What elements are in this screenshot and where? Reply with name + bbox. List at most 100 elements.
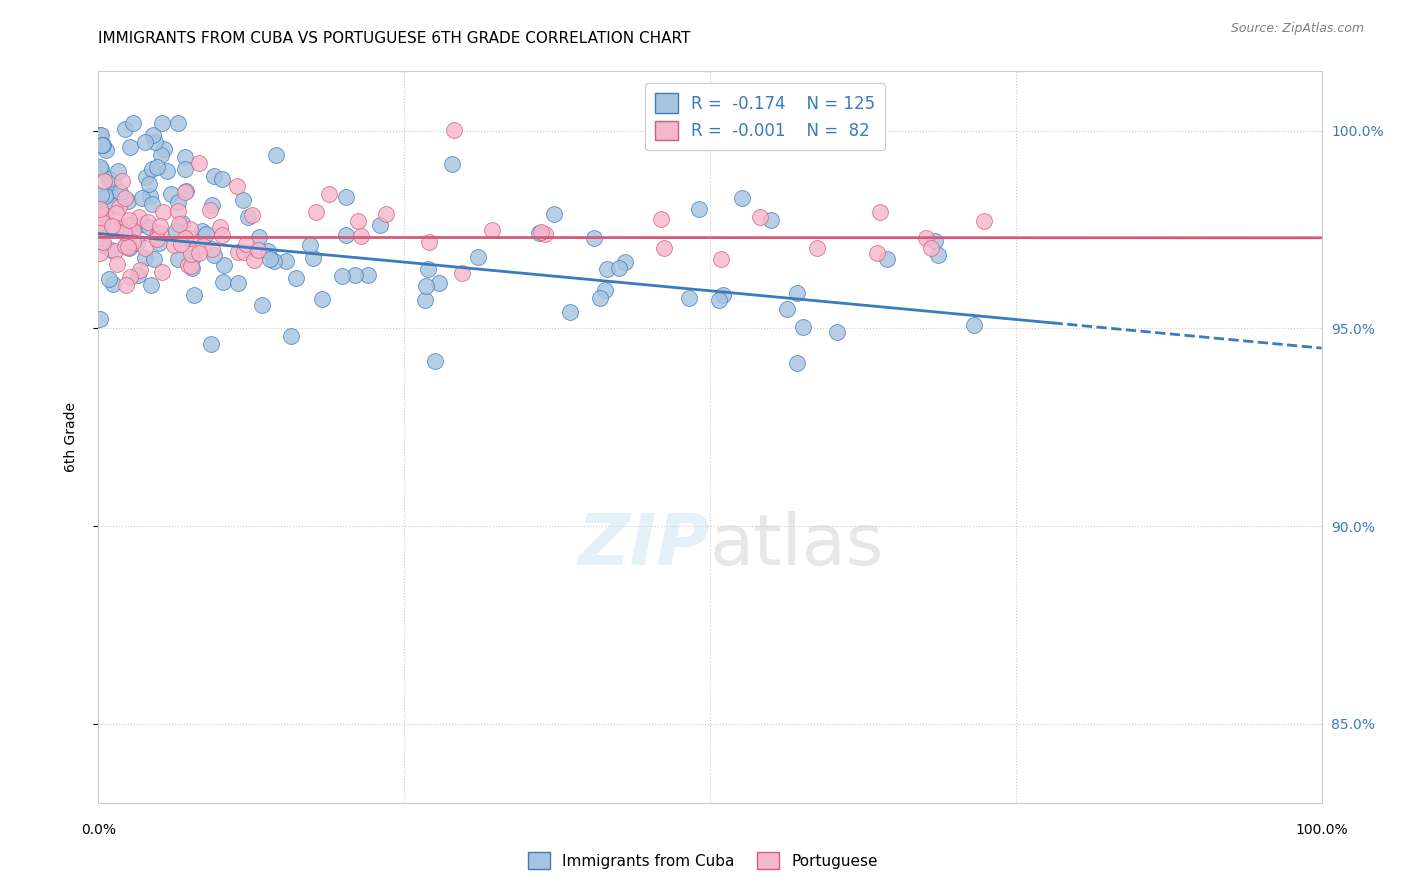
Point xyxy=(101,219,124,234)
Point xyxy=(614,255,637,269)
Point xyxy=(876,252,898,266)
Point xyxy=(176,258,198,272)
Point xyxy=(211,227,233,242)
Point xyxy=(89,161,111,175)
Point xyxy=(200,198,222,212)
Point xyxy=(429,276,451,290)
Point xyxy=(973,214,995,228)
Point xyxy=(869,205,891,219)
Point xyxy=(198,203,221,218)
Point xyxy=(150,148,173,162)
Point xyxy=(141,161,163,176)
Point xyxy=(527,227,550,241)
Point xyxy=(138,220,160,235)
Point xyxy=(357,268,380,282)
Point xyxy=(311,292,333,306)
Point xyxy=(176,184,198,198)
Point xyxy=(609,260,631,275)
Point xyxy=(191,239,214,253)
Point xyxy=(174,161,197,176)
Point xyxy=(100,243,122,257)
Legend: R =  -0.174    N = 125, R =  -0.001    N =  82: R = -0.174 N = 125, R = -0.001 N = 82 xyxy=(645,83,886,150)
Point xyxy=(467,250,489,264)
Point xyxy=(117,240,139,254)
Point xyxy=(441,157,464,171)
Text: ZIP: ZIP xyxy=(578,511,710,581)
Point xyxy=(259,252,281,266)
Point xyxy=(134,135,156,149)
Point xyxy=(150,265,173,279)
Point xyxy=(114,191,136,205)
Point xyxy=(285,271,308,285)
Point xyxy=(368,218,391,232)
Point xyxy=(200,336,222,351)
Point xyxy=(415,293,437,308)
Point xyxy=(246,243,269,257)
Point xyxy=(208,220,231,235)
Text: atlas: atlas xyxy=(710,511,884,581)
Point xyxy=(90,138,112,153)
Point xyxy=(335,190,357,204)
Point xyxy=(530,226,553,240)
Point xyxy=(174,186,197,200)
Point xyxy=(582,231,605,245)
Point xyxy=(305,205,328,219)
Text: IMMIGRANTS FROM CUBA VS PORTUGUESE 6TH GRADE CORRELATION CHART: IMMIGRANTS FROM CUBA VS PORTUGUESE 6TH G… xyxy=(98,31,690,46)
Point xyxy=(128,211,150,225)
Point xyxy=(927,248,949,262)
Point xyxy=(90,215,112,229)
Point xyxy=(150,116,173,130)
Point xyxy=(710,252,733,267)
Point xyxy=(963,318,986,332)
Point xyxy=(330,269,353,284)
Point xyxy=(450,267,472,281)
Point xyxy=(866,245,889,260)
Point xyxy=(167,195,190,210)
Text: 100.0%: 100.0% xyxy=(1295,823,1348,837)
Point xyxy=(105,205,128,219)
Point xyxy=(138,177,160,191)
Point xyxy=(688,202,710,216)
Point xyxy=(108,200,131,214)
Point xyxy=(711,287,734,301)
Point xyxy=(418,261,440,276)
Point xyxy=(232,193,254,207)
Point xyxy=(226,178,249,193)
Point xyxy=(914,231,936,245)
Point xyxy=(252,298,274,312)
Point xyxy=(122,116,145,130)
Point xyxy=(146,228,169,243)
Point xyxy=(174,150,197,164)
Point xyxy=(115,225,138,239)
Point xyxy=(107,256,129,270)
Point xyxy=(141,278,163,293)
Point xyxy=(145,160,167,174)
Point xyxy=(170,237,193,252)
Point xyxy=(94,189,117,203)
Point xyxy=(89,227,111,241)
Point xyxy=(302,251,325,265)
Point xyxy=(233,244,256,259)
Point xyxy=(228,245,250,260)
Point xyxy=(104,199,127,213)
Point xyxy=(236,210,259,224)
Point xyxy=(202,169,225,183)
Point xyxy=(481,223,503,237)
Point xyxy=(148,235,170,250)
Point xyxy=(350,229,373,244)
Point xyxy=(299,238,322,252)
Point xyxy=(143,252,166,267)
Point xyxy=(240,209,263,223)
Point xyxy=(678,291,700,305)
Point xyxy=(156,163,179,178)
Point xyxy=(90,188,112,202)
Point xyxy=(243,253,266,268)
Point xyxy=(163,238,186,252)
Point xyxy=(90,225,112,239)
Point xyxy=(142,128,165,142)
Point xyxy=(167,217,190,231)
Point xyxy=(115,238,138,252)
Point xyxy=(143,135,166,149)
Point xyxy=(114,121,136,136)
Point xyxy=(90,162,112,177)
